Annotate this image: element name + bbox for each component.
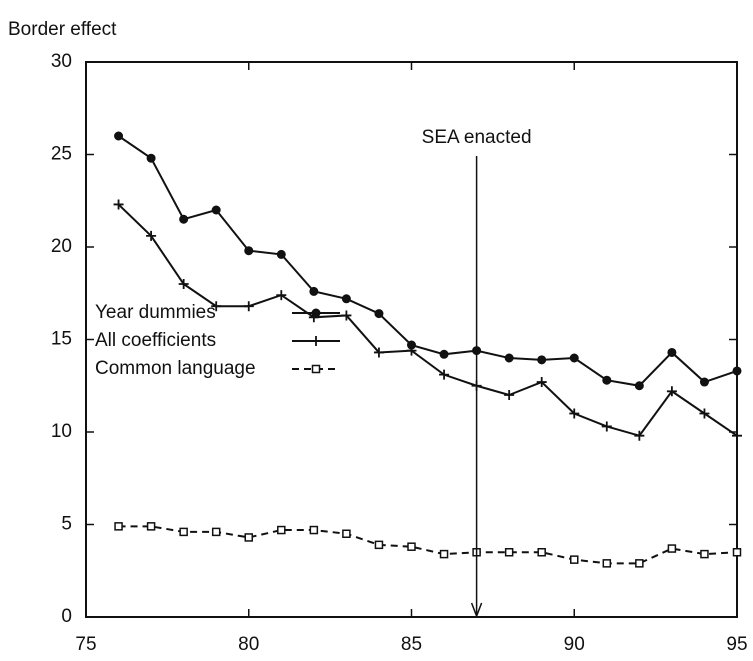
marker — [374, 540, 384, 550]
marker — [309, 286, 319, 296]
marker — [635, 559, 644, 568]
y-tick-label: 25 — [51, 144, 72, 165]
marker — [439, 549, 449, 559]
marker — [211, 527, 221, 537]
x-tick-label: 85 — [401, 634, 422, 655]
marker — [699, 377, 709, 387]
y-axis-label: Border effect — [8, 19, 117, 40]
marker — [667, 347, 677, 357]
legend-label: Common language — [95, 358, 256, 379]
marker — [667, 544, 677, 553]
x-tick-label: 75 — [75, 634, 96, 655]
marker — [341, 294, 351, 304]
marker — [537, 355, 547, 365]
marker — [179, 527, 188, 537]
marker — [277, 525, 286, 535]
annotation-arrowhead — [470, 602, 483, 619]
y-tick-label: 20 — [51, 236, 72, 257]
marker — [699, 408, 710, 419]
marker — [114, 522, 123, 531]
series-line — [117, 135, 738, 387]
marker — [602, 375, 612, 385]
marker — [243, 301, 254, 312]
marker — [439, 349, 449, 359]
marker — [244, 246, 254, 256]
marker — [601, 421, 612, 432]
marker — [179, 214, 189, 224]
marker — [536, 377, 547, 388]
y-tick-label: 30 — [51, 51, 72, 72]
series-line — [117, 203, 738, 437]
marker — [439, 369, 450, 380]
marker — [634, 430, 645, 441]
annotation-label: SEA enacted — [422, 127, 532, 148]
marker — [374, 309, 384, 319]
x-tick-label: 90 — [564, 634, 585, 655]
marker — [537, 548, 546, 557]
marker — [732, 366, 742, 376]
marker — [113, 199, 124, 210]
marker — [211, 205, 221, 215]
marker — [114, 131, 124, 141]
y-tick-label: 5 — [61, 514, 72, 535]
marker — [146, 153, 156, 163]
x-tick-label: 80 — [238, 634, 259, 655]
marker — [732, 548, 742, 557]
marker — [146, 522, 156, 531]
marker — [504, 390, 515, 400]
marker — [311, 364, 321, 374]
marker — [244, 533, 253, 542]
marker — [311, 336, 321, 346]
marker — [308, 312, 319, 323]
marker — [341, 310, 352, 321]
marker — [700, 549, 709, 559]
legend-label: All coefficients — [95, 330, 216, 351]
marker — [342, 529, 351, 538]
marker — [406, 345, 417, 356]
marker — [634, 381, 644, 391]
marker — [373, 347, 384, 358]
marker — [276, 290, 287, 301]
marker — [504, 548, 514, 557]
marker — [178, 279, 189, 289]
y-tick-label: 0 — [61, 606, 72, 627]
marker — [602, 559, 612, 568]
marker — [732, 430, 742, 441]
legend-label: Year dummies — [95, 302, 216, 323]
marker — [407, 542, 416, 551]
marker — [569, 353, 579, 363]
marker — [569, 408, 580, 419]
marker — [211, 301, 222, 312]
marker — [309, 525, 319, 535]
marker — [146, 230, 157, 241]
marker — [570, 555, 579, 564]
y-tick-label: 10 — [51, 421, 72, 442]
x-tick-label: 95 — [726, 634, 747, 655]
marker — [666, 386, 677, 397]
marker — [276, 249, 286, 259]
marker — [504, 353, 514, 363]
series-line — [118, 525, 738, 565]
y-tick-label: 15 — [51, 329, 72, 350]
